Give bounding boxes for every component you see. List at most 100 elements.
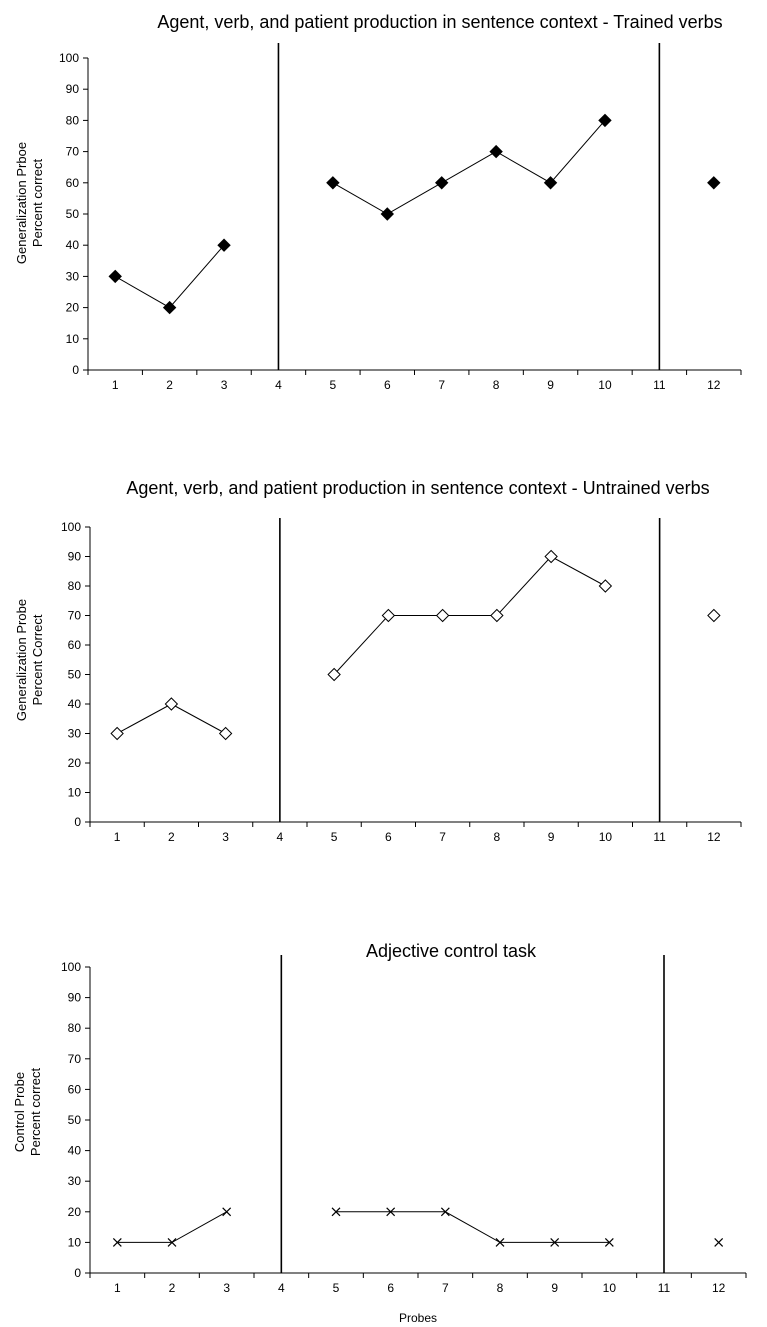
x-tick-label: 11: [658, 1281, 671, 1295]
data-point: [110, 726, 124, 741]
x-tick-label: 8: [493, 378, 500, 392]
data-point: [550, 1237, 560, 1247]
y-tick-label: 80: [66, 113, 80, 127]
y-tick-label: 50: [66, 207, 80, 221]
series-line-segment: [332, 120, 606, 215]
y-tick-label: 30: [66, 269, 80, 283]
y-tick-label: 100: [61, 520, 81, 534]
data-point: [598, 579, 613, 593]
data-point: [167, 1237, 177, 1247]
series-line-segment: [114, 244, 225, 309]
y-tick-label: 90: [66, 82, 80, 96]
x-tick-label: 8: [497, 1281, 504, 1295]
x-tick-label: 2: [168, 830, 175, 844]
y-tick-label: 30: [68, 1174, 82, 1188]
x-tick-label: 7: [438, 378, 445, 392]
y-tick-label: 40: [66, 238, 80, 252]
y-axis-label-line-2: Percent correct: [28, 1068, 43, 1157]
x-tick-label: 12: [707, 830, 721, 844]
data-point: [604, 1237, 614, 1247]
data-point: [598, 113, 612, 128]
x-tick-label: 9: [551, 1281, 558, 1295]
y-tick-label: 90: [68, 550, 82, 564]
y-axis-label-line-1: Generalization Prboe: [14, 142, 29, 264]
x-tick-label: 11: [653, 830, 666, 844]
y-tick-label: 80: [68, 1021, 82, 1035]
y-tick-label: 0: [74, 1266, 81, 1280]
y-axis-label-line-2: Percent correct: [30, 159, 45, 248]
y-tick-label: 10: [68, 786, 82, 800]
x-tick-label: 9: [547, 378, 554, 392]
y-tick-label: 70: [66, 145, 80, 159]
x-tick-label: 3: [223, 1281, 230, 1295]
data-point: [162, 300, 177, 315]
x-tick-label: 10: [598, 378, 612, 392]
y-tick-label: 60: [68, 1082, 82, 1096]
chart-adjective-control: Adjective control task Control Probe Per…: [12, 941, 747, 1325]
y-tick-label: 60: [66, 176, 80, 190]
y-axis-label-line-1: Generalization Probe: [14, 599, 29, 721]
y-tick-label: 30: [68, 727, 82, 741]
y-tick-label: 100: [61, 960, 81, 974]
x-tick-label: 11: [653, 378, 666, 392]
chart-title: Agent, verb, and patient production in s…: [157, 12, 722, 32]
y-tick-label: 40: [68, 1144, 82, 1158]
y-tick-label: 60: [68, 638, 82, 652]
data-point: [326, 176, 340, 190]
data-point: [714, 1237, 724, 1247]
data-point: [543, 176, 558, 190]
x-tick-label: 3: [222, 830, 229, 844]
y-tick-label: 0: [72, 363, 79, 377]
data-point: [331, 1207, 341, 1217]
data-point: [495, 1237, 505, 1247]
chart-title: Agent, verb, and patient production in s…: [126, 478, 709, 498]
data-point: [707, 608, 721, 623]
x-tick-label: 6: [384, 378, 391, 392]
y-tick-label: 50: [68, 1113, 82, 1127]
y-axis-label-line-1: Control Probe: [12, 1072, 27, 1152]
data-point: [217, 238, 231, 252]
y-tick-label: 100: [59, 51, 79, 65]
y-tick-label: 20: [68, 756, 82, 770]
series-line-segment: [333, 555, 606, 675]
x-tick-label: 12: [707, 378, 721, 392]
x-tick-label: 4: [275, 378, 282, 392]
x-tick-label: 5: [331, 830, 338, 844]
y-tick-label: 50: [68, 668, 82, 682]
data-point: [327, 667, 341, 682]
series-line-segment: [336, 1211, 610, 1243]
chart-untrained-verbs: Agent, verb, and patient production in s…: [14, 478, 742, 844]
x-tick-label: 7: [439, 830, 446, 844]
x-tick-label: 3: [221, 378, 228, 392]
data-point: [112, 1237, 122, 1247]
data-point: [222, 1207, 232, 1217]
y-tick-label: 10: [66, 332, 80, 346]
y-axis-label-line-2: Percent Correct: [30, 614, 45, 705]
data-point: [440, 1207, 450, 1217]
data-point: [489, 144, 503, 159]
x-tick-label: 9: [548, 830, 555, 844]
y-tick-label: 40: [68, 697, 82, 711]
y-tick-label: 90: [68, 991, 82, 1005]
x-tick-label: 1: [114, 830, 121, 844]
x-tick-label: 8: [494, 830, 501, 844]
x-tick-label: 5: [330, 378, 337, 392]
y-tick-label: 10: [68, 1235, 82, 1249]
data-point: [218, 726, 233, 741]
data-point: [707, 176, 721, 190]
data-point: [490, 608, 504, 623]
y-tick-label: 0: [74, 815, 81, 829]
x-tick-label: 2: [169, 1281, 176, 1295]
data-point: [164, 697, 179, 711]
x-tick-label: 4: [278, 1281, 285, 1295]
chart-trained-verbs: Agent, verb, and patient production in s…: [14, 12, 742, 392]
data-point: [544, 549, 558, 564]
x-tick-label: 10: [603, 1281, 617, 1295]
data-point: [435, 176, 449, 190]
x-tick-label: 7: [442, 1281, 449, 1295]
data-point: [380, 207, 394, 221]
x-tick-label: 10: [599, 830, 613, 844]
x-tick-label: 1: [114, 1281, 121, 1295]
y-tick-label: 20: [68, 1205, 82, 1219]
